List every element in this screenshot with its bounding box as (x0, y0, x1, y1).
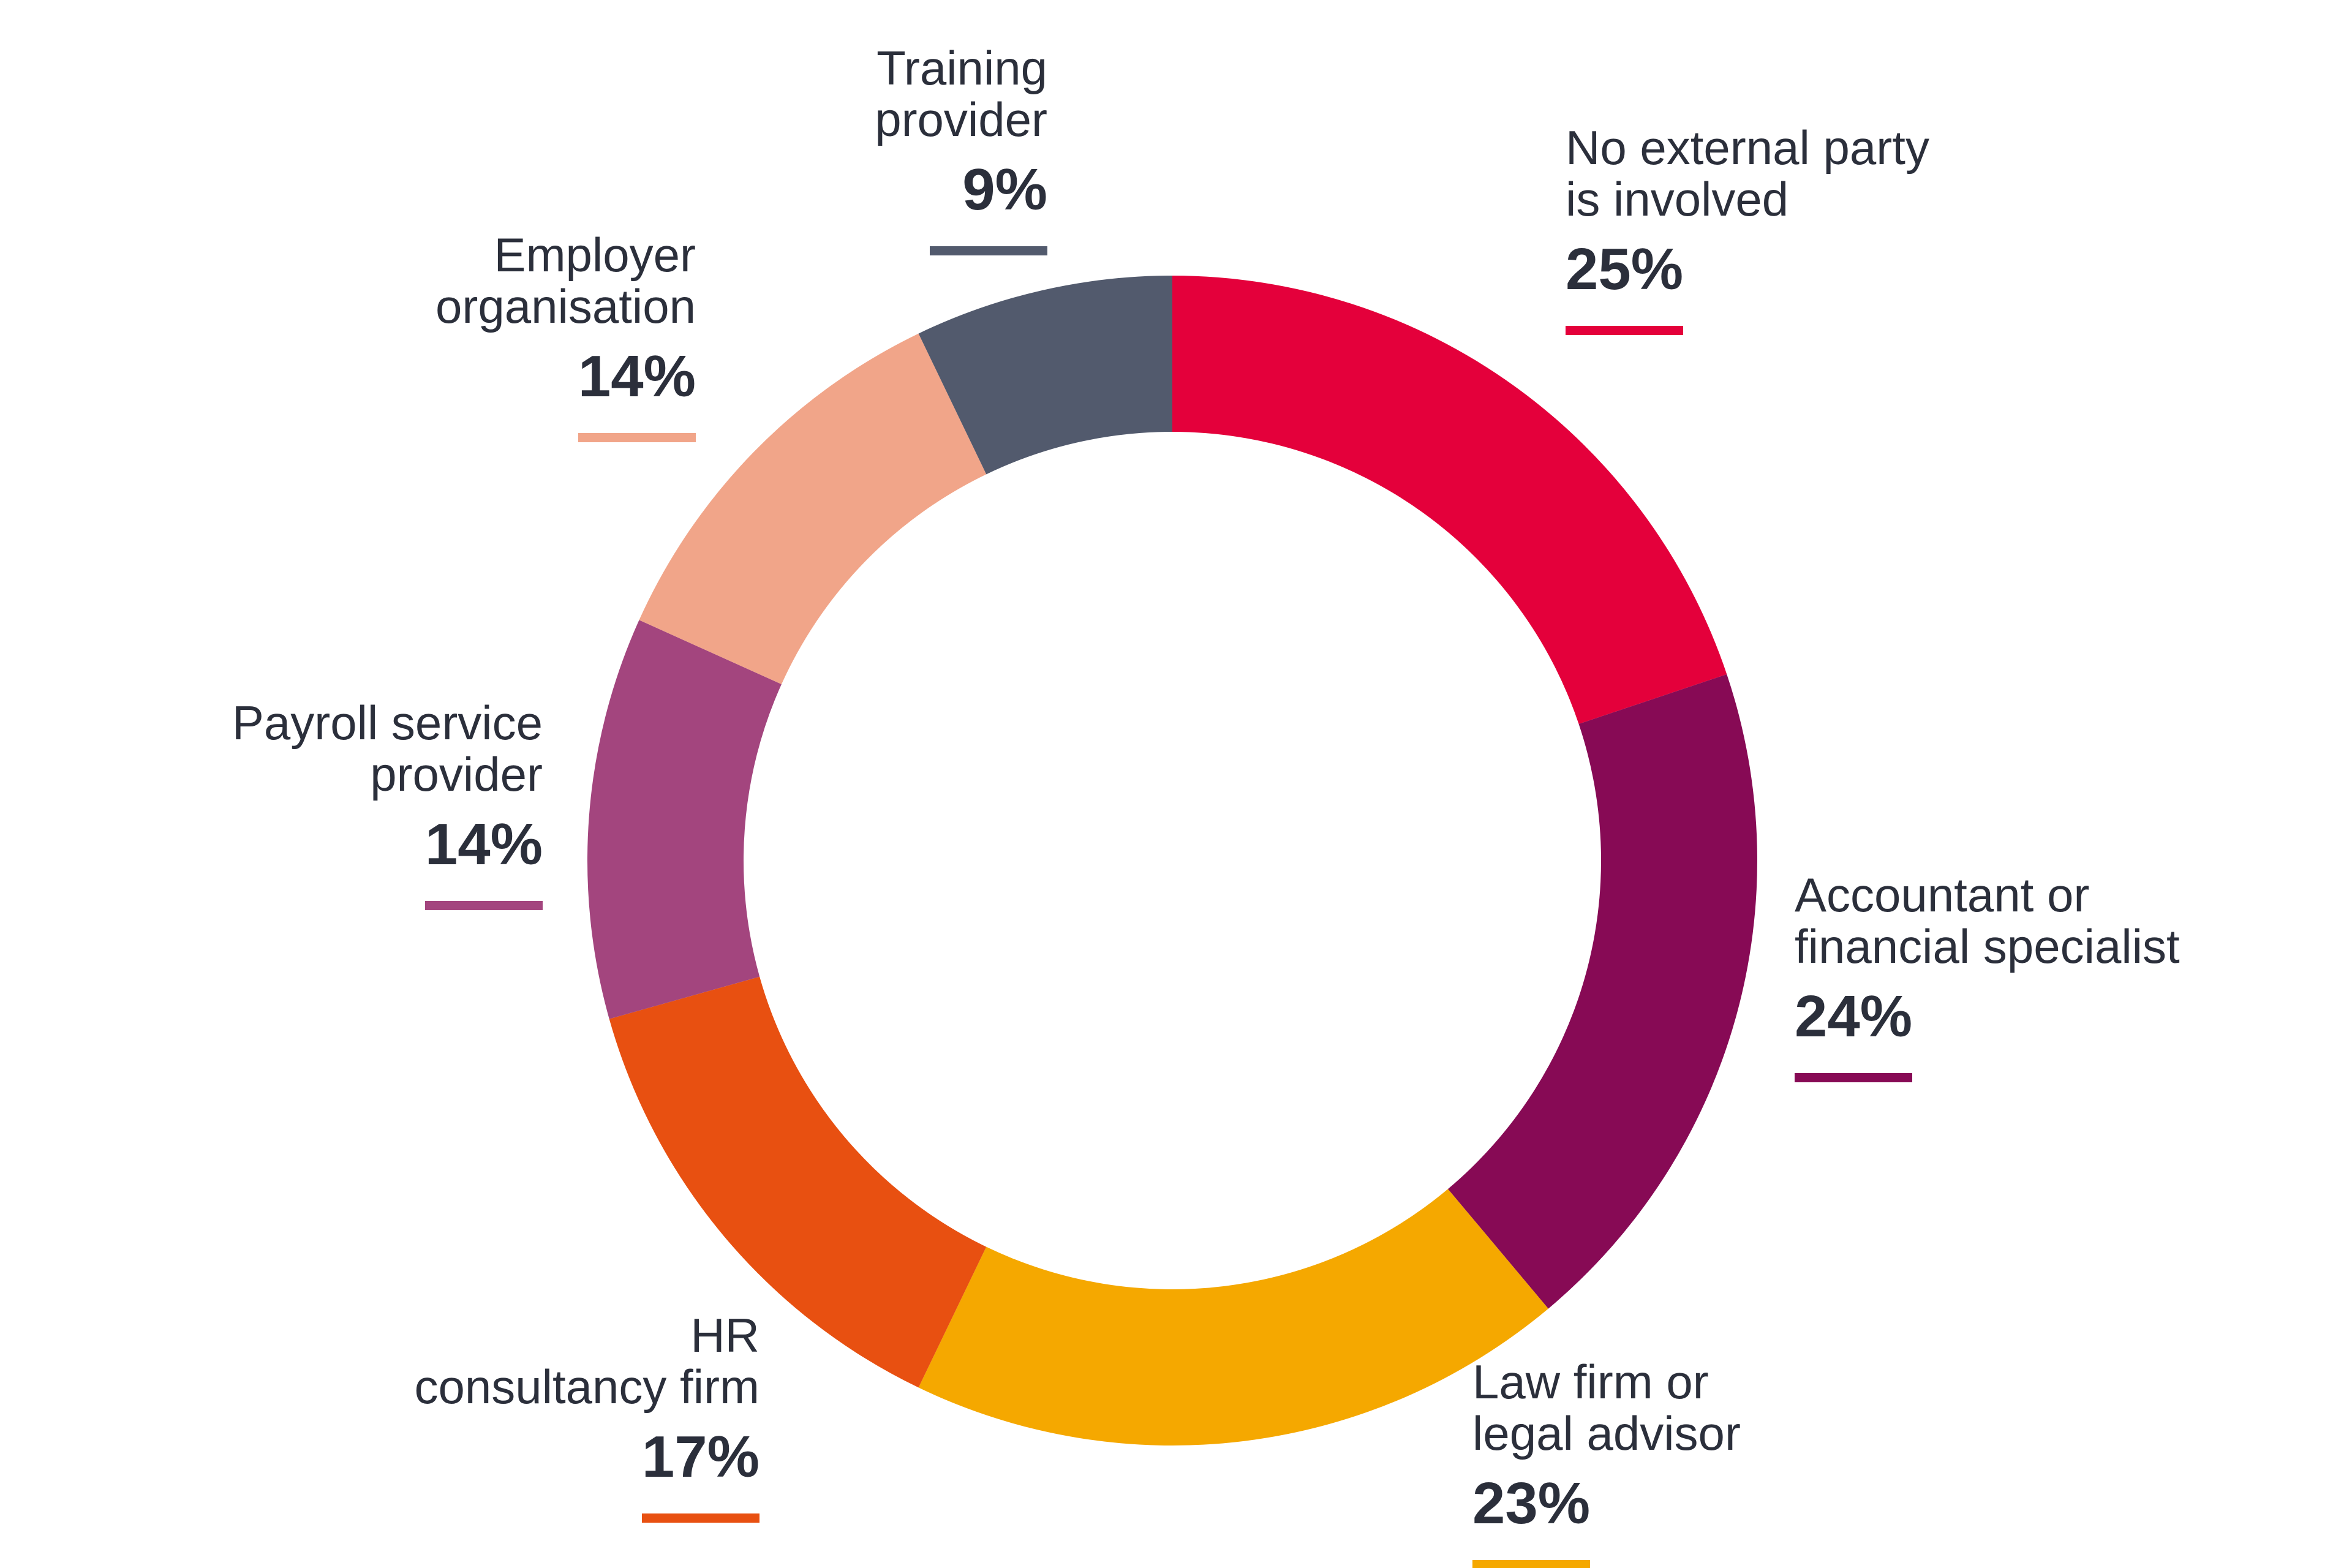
value-label: 25% (1566, 236, 1683, 302)
donut-slices (587, 276, 1757, 1446)
legend-underline (425, 901, 543, 910)
slice-employer-organisation (639, 333, 987, 685)
legend-underline (930, 246, 1047, 255)
legend-underline (1566, 326, 1683, 335)
value-label: 9% (962, 157, 1047, 222)
category-label-line: provider (875, 92, 1047, 146)
slice-payroll-service-provider (587, 620, 782, 1019)
category-label-line: legal advisor (1472, 1406, 1741, 1460)
category-label-line: consultancy firm (414, 1360, 760, 1414)
value-label: 14% (425, 812, 543, 877)
slice-no-external-party-is-involved (1172, 276, 1727, 725)
slice-accountant-or-financial-specialist (1447, 674, 1757, 1309)
category-label-line: is involved (1566, 172, 1789, 226)
slice-hr-consultancy-firm (609, 976, 987, 1388)
category-label-line: Accountant or (1795, 868, 2089, 922)
category-label-line: No external party (1566, 121, 1929, 175)
category-label-line: Law firm or (1472, 1355, 1709, 1409)
category-label-line: Employer (494, 228, 696, 282)
category-label-line: Training (876, 41, 1047, 95)
category-label-line: HR (690, 1308, 760, 1362)
category-label-line: financial specialist (1795, 919, 2180, 973)
value-label: 24% (1795, 984, 1912, 1049)
value-label: 14% (578, 344, 696, 409)
slice-law-firm-or-legal-advisor (918, 1189, 1548, 1446)
category-label-line: provider (370, 747, 543, 801)
value-label: 23% (1472, 1471, 1590, 1536)
value-label: 17% (642, 1424, 760, 1490)
category-label-line: organisation (435, 279, 696, 333)
slice-training-provider (918, 276, 1172, 475)
category-label-line: Payroll service (232, 696, 543, 750)
legend-underline (578, 433, 696, 442)
legend-underline (1795, 1073, 1912, 1082)
legend-underline (642, 1513, 760, 1523)
legend-underline (1472, 1560, 1590, 1568)
